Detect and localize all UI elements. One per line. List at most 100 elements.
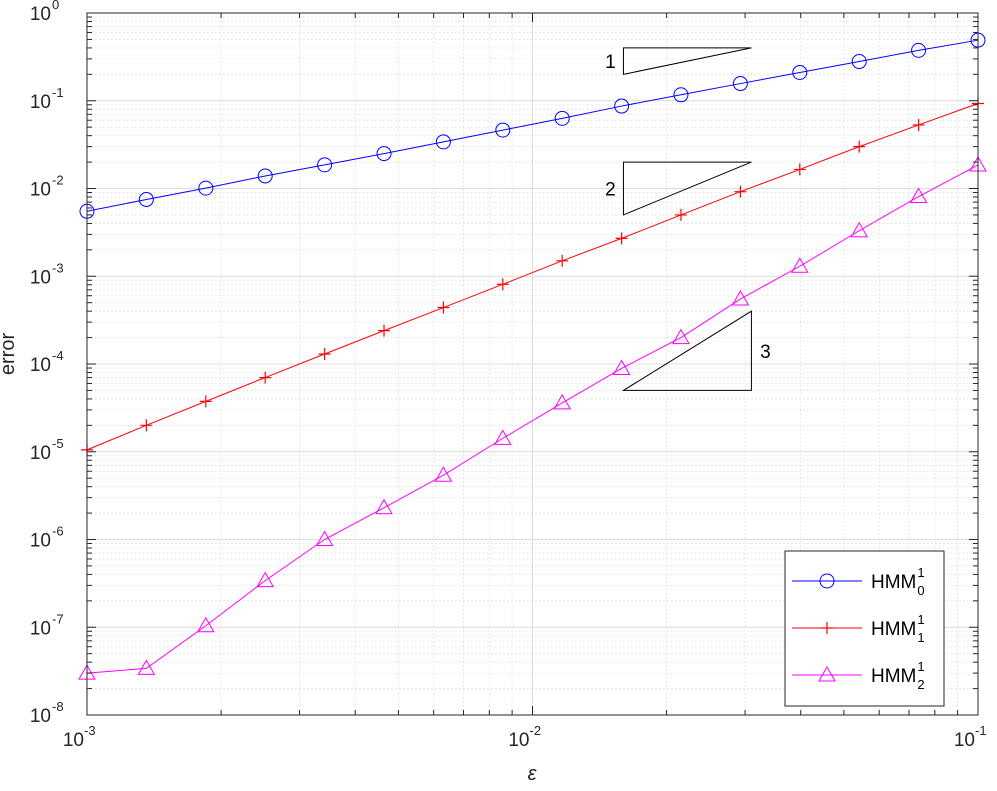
legend-entry: HMM 1 1 <box>792 612 925 645</box>
data-point <box>674 208 687 221</box>
slope-triangle-label: 3 <box>760 342 771 363</box>
data-point <box>318 348 331 361</box>
series-line <box>86 103 979 451</box>
slope-triangle <box>621 310 752 391</box>
data-point <box>375 498 393 515</box>
data-point <box>196 616 215 633</box>
data-point <box>554 110 570 126</box>
y-tick-label-exponent: -8 <box>52 699 64 714</box>
data-point <box>556 254 569 267</box>
axis-ticks <box>86 12 979 716</box>
slope-triangle-label: 1 <box>605 52 616 73</box>
slope-triangle <box>622 161 752 216</box>
slope-triangle-label: 2 <box>605 180 616 201</box>
x-tick-label-base: 10 <box>954 730 975 751</box>
data-point <box>138 191 154 207</box>
y-tick-label-exponent: -3 <box>52 260 64 275</box>
data-point <box>435 134 451 150</box>
legend-marker <box>818 665 836 682</box>
data-point <box>615 232 628 245</box>
data-point <box>672 328 690 345</box>
data-point <box>851 54 867 70</box>
y-tick-label: 10 -6 <box>30 524 64 552</box>
y-tick-label: 10 -7 <box>30 611 64 639</box>
y-tick-label-exponent: -6 <box>52 524 64 539</box>
y-tick-label-exponent: -2 <box>52 173 64 188</box>
data-point <box>256 571 275 588</box>
legend-label-superscript: 1 <box>917 659 924 674</box>
slope-triangle <box>622 47 752 75</box>
y-tick-label-base: 10 <box>30 4 51 25</box>
y-tick-label-base: 10 <box>30 355 51 376</box>
series-group <box>78 32 987 680</box>
x-tick-label-base: 10 <box>63 730 84 751</box>
legend-marker <box>821 622 833 634</box>
data-point <box>912 118 925 131</box>
x-tick-label-exponent: -1 <box>975 723 987 738</box>
y-tick-label-base: 10 <box>30 92 51 113</box>
data-point <box>434 466 453 482</box>
data-point <box>732 76 748 92</box>
legend-label: HMM <box>871 666 916 687</box>
legend-label-superscript: 1 <box>917 565 924 580</box>
y-tick-label: 10 -4 <box>30 348 64 376</box>
x-tick-label: 10 -3 <box>63 723 96 751</box>
data-point <box>317 157 333 173</box>
data-point <box>853 140 866 153</box>
data-point <box>199 395 212 408</box>
legend-label-subscript: 0 <box>917 583 924 598</box>
y-tick-label: 10 -1 <box>30 85 64 113</box>
y-tick-label-base: 10 <box>30 618 51 639</box>
data-point <box>909 187 928 204</box>
tick-labels: 10 -3 10 -2 10 -110 010 -110 -210 -310 -410 -510 -61… <box>30 0 987 751</box>
data-point <box>315 530 334 546</box>
y-tick-label-base: 10 <box>30 531 51 552</box>
x-tick-label-exponent: -3 <box>84 723 96 738</box>
y-tick-label: 10 -5 <box>30 436 64 464</box>
y-tick-label-exponent: -4 <box>52 348 64 363</box>
y-tick-label-base: 10 <box>30 267 51 288</box>
legend-label-superscript: 1 <box>917 612 924 627</box>
y-tick-label-exponent: -5 <box>52 436 64 451</box>
data-point <box>793 163 806 176</box>
data-point <box>493 429 512 445</box>
data-point <box>612 359 631 375</box>
x-tick-label-base: 10 <box>508 730 529 751</box>
y-tick-label-base: 10 <box>30 443 51 464</box>
x-tick-label: 10 -2 <box>508 723 541 751</box>
data-point <box>731 290 750 306</box>
legend-label-subscript: 2 <box>917 677 924 692</box>
y-tick-label-exponent: -1 <box>52 85 64 100</box>
slope-triangles: 1 2 3 <box>605 47 771 391</box>
data-point <box>376 146 392 162</box>
x-tick-label-exponent: -2 <box>530 723 542 738</box>
legend-entry: HMM 1 2 <box>792 659 925 692</box>
series-line <box>86 39 979 212</box>
data-point <box>137 659 156 675</box>
data-point <box>850 221 869 238</box>
data-point <box>496 278 509 291</box>
y-tick-label-exponent: 0 <box>52 0 59 12</box>
y-tick-label-exponent: -7 <box>52 611 64 626</box>
data-point <box>792 64 808 80</box>
data-point <box>553 393 572 410</box>
x-tick-label: 10 -1 <box>954 723 987 751</box>
y-tick-label-base: 10 <box>30 706 51 727</box>
y-tick-label: 10 -8 <box>30 699 64 727</box>
data-point <box>614 98 630 114</box>
data-point <box>673 87 689 103</box>
legend-marker <box>819 573 835 589</box>
y-axis-label: error <box>0 333 19 376</box>
legend-label: HMM <box>871 619 916 640</box>
data-point <box>790 257 809 273</box>
series-2 <box>78 156 987 680</box>
data-point <box>257 168 273 184</box>
data-point <box>911 42 927 58</box>
series-0 <box>79 32 986 219</box>
legend-entry: HMM 1 0 <box>792 565 925 598</box>
data-point <box>198 180 214 196</box>
legend-label-subscript: 1 <box>917 630 924 645</box>
data-point <box>495 122 511 138</box>
